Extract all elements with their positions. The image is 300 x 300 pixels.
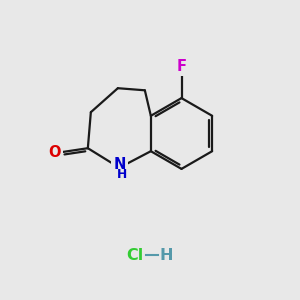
Text: H: H [160,248,173,262]
Text: O: O [48,145,61,160]
Text: F: F [176,58,187,74]
Text: Cl: Cl [126,248,144,262]
Text: N: N [113,157,125,172]
Text: H: H [117,168,128,181]
